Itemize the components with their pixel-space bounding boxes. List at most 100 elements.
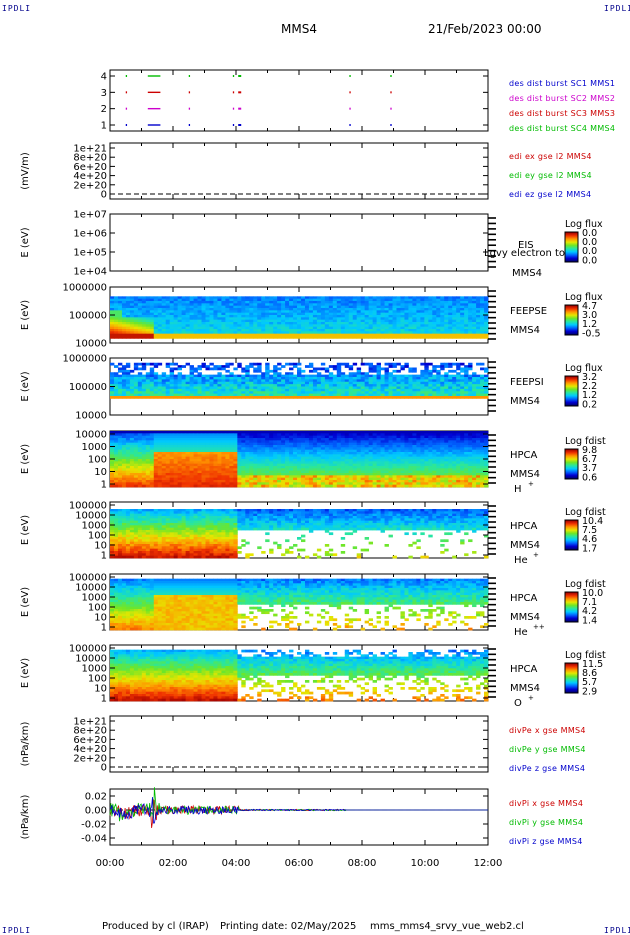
species-charge: + [528, 694, 534, 702]
burst-mark [349, 75, 350, 77]
y-tick-label: 1e+04 [73, 267, 107, 278]
y-tick-label: 10000 [75, 411, 107, 422]
legend-entry: divPi y gse MMS4 [509, 818, 583, 827]
panel-divpe: 1e+218e+206e+204e+202e+200(nPa/km)divPe … [20, 716, 586, 774]
y-axis-label: E (eV) [20, 658, 31, 688]
colorbar-tick-label: -0.5 [582, 328, 601, 339]
footer-script: mms_mms4_srvy_vue_web2.cl [370, 921, 524, 932]
y-tick-label: 10 [94, 467, 107, 478]
colorbar-tick-label: 0.2 [582, 399, 597, 410]
time-tick-label: 06:00 [285, 858, 314, 869]
spacecraft-label: MMS4 [512, 268, 542, 279]
y-axis-label: E (eV) [20, 444, 31, 474]
burst-mark [390, 91, 391, 93]
species-label: H [514, 484, 522, 495]
legend-entry: des dist burst SC1 MMS1 [509, 79, 615, 88]
spacecraft-label: MMS4 [510, 612, 540, 623]
legend-entry: divPi z gse MMS4 [509, 837, 583, 846]
y-tick-label: 0 [101, 190, 107, 201]
time-tick-label: 00:00 [96, 858, 125, 869]
y-tick-label: 1e+07 [73, 210, 107, 221]
panel-frame [110, 716, 488, 772]
panel-frame [110, 70, 488, 131]
y-tick-label: 0.02 [85, 792, 107, 803]
burst-mark [189, 75, 190, 77]
legend-entry: des dist burst SC4 MMS4 [509, 124, 615, 133]
burst-mark [390, 75, 391, 77]
species-charge: + [533, 551, 539, 559]
panel-divpi: 0.02 0.00 -0.02 -0.04 (nPa/km) divPi x gse MM… [20, 787, 583, 846]
y-tick-label: 0 [101, 763, 107, 774]
instrument-label: HPCA [510, 664, 538, 675]
legend-entry: edi ex gse l2 MMS4 [509, 152, 592, 161]
y-tick-label: 10000 [75, 339, 107, 350]
burst-mark [126, 124, 127, 126]
burst-mark [349, 108, 350, 110]
panel-frame [110, 214, 488, 271]
burst-mark [189, 91, 190, 93]
species-label: He [514, 627, 528, 638]
footer-printing-date: Printing date: 02/May/2025 [220, 921, 356, 932]
y-axis-label: E (eV) [20, 587, 31, 617]
colorbar-tick-label: 2.9 [582, 686, 597, 697]
colorbar-tick-label: 1.7 [582, 543, 597, 554]
species-charge: + [528, 480, 534, 488]
y-axis-label: E (eV) [20, 227, 31, 257]
colorbar-tick-label: 0.0 [582, 255, 597, 266]
burst-mark [233, 108, 234, 110]
y-tick-label: 1 [101, 121, 107, 132]
legend-entry: edi ey gse l2 MMS4 [509, 171, 592, 180]
burst-mark [238, 91, 241, 93]
y-tick-label: 1 [101, 623, 107, 634]
panel-frame [110, 143, 488, 199]
y-axis-label: E (eV) [20, 371, 31, 401]
burst-mark [233, 124, 234, 126]
time-tick-label: 12:00 [474, 858, 503, 869]
legend-entry: divPi x gse MMS4 [509, 799, 583, 808]
colorbar-tick-label: 0.6 [582, 472, 597, 483]
burst-mark [238, 75, 241, 77]
time-tick-label: 10:00 [411, 858, 440, 869]
y-tick-label: 1000000 [62, 354, 107, 365]
spacecraft-label: MMS4 [510, 540, 540, 551]
burst-mark [233, 75, 234, 77]
y-tick-label: 1 [101, 694, 107, 705]
y-axis-label: E (eV) [20, 515, 31, 545]
y-tick-label: 4 [101, 72, 107, 83]
y-axis-label: (nPa/km) [20, 795, 31, 840]
spacecraft-label: MMS4 [510, 469, 540, 480]
y-tick-label: -0.02 [81, 820, 107, 831]
panel-frame [110, 789, 488, 845]
legend-entry: divPe y gse MMS4 [509, 745, 586, 754]
burst-mark [189, 124, 190, 126]
instrument-label: HPCA [510, 593, 538, 604]
instrument-label: HPCA [510, 450, 538, 461]
spacecraft-label: MMS4 [510, 325, 540, 336]
y-tick-label: 100000 [69, 311, 107, 322]
legend-entry: des dist burst SC2 MMS2 [509, 94, 615, 103]
burst-mark [390, 108, 391, 110]
y-tick-label: 1000 [82, 442, 107, 453]
y-tick-label: -0.04 [81, 834, 107, 845]
species-charge: ++ [533, 623, 545, 631]
y-tick-label: 0.00 [85, 806, 107, 817]
instrument-label: FEEPSI [510, 377, 544, 388]
time-tick-label: 08:00 [348, 858, 377, 869]
burst-mark [233, 91, 234, 93]
y-axis-label: (nPa/km) [20, 722, 31, 767]
burst-mark [126, 108, 127, 110]
overlay-text: Lgvy electron to [484, 248, 565, 259]
burst-mark [238, 108, 241, 110]
y-tick-label: 1 [101, 480, 107, 491]
y-tick-label: 100 [88, 455, 107, 466]
legend-entry: des dist burst SC3 MMS3 [509, 109, 615, 118]
species-label: He [514, 555, 528, 566]
